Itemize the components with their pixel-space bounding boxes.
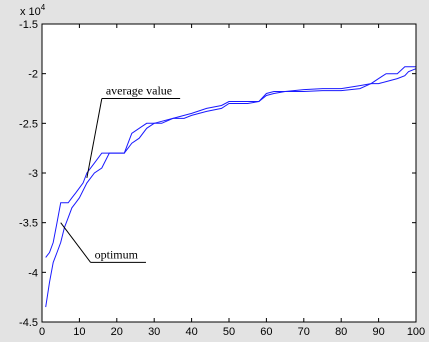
annotation-label-1: average value xyxy=(106,84,172,98)
annotation-leader-2 xyxy=(60,222,92,263)
y-scale-base: x 10 xyxy=(20,6,41,18)
series-group xyxy=(45,66,417,308)
axes-background xyxy=(42,24,416,322)
y-tick-label: -4 xyxy=(28,267,38,279)
y-tick-label: -1.5 xyxy=(19,19,38,31)
y-scale-label: x 104 xyxy=(20,3,46,18)
y-tick-label: -3 xyxy=(28,168,38,180)
x-tick-label: 30 xyxy=(148,326,160,338)
annotation-label-2: optimum xyxy=(95,247,139,261)
x-tick-label: 0 xyxy=(39,326,45,338)
x-tick-label: 80 xyxy=(335,326,347,338)
x-tick-label: 90 xyxy=(372,326,384,338)
x-tick-label: 100 xyxy=(407,326,425,338)
x-tick-label: 20 xyxy=(111,326,123,338)
annotation-group: average value optimum xyxy=(60,84,181,263)
series-line-2 xyxy=(45,68,417,308)
x-tick-label: 60 xyxy=(260,326,272,338)
x-tick-label: 40 xyxy=(185,326,197,338)
y-tick-label: -4.5 xyxy=(19,317,38,329)
y-tick-label: -2 xyxy=(28,69,38,81)
y-ticks: -1.5 -2 -2.5 -3 -3.5 -4 -4.5 xyxy=(19,19,416,329)
y-tick-label: -2.5 xyxy=(19,118,38,130)
series-line-1 xyxy=(45,66,416,258)
x-tick-label: 10 xyxy=(73,326,85,338)
y-scale-exponent: 4 xyxy=(41,3,46,12)
annotation-leader-1 xyxy=(86,98,103,179)
y-tick-label: -3.5 xyxy=(19,218,38,230)
x-ticks: 0 10 20 30 40 50 60 70 80 90 100 xyxy=(39,24,425,338)
x-tick-label: 50 xyxy=(223,326,235,338)
x-tick-label: 70 xyxy=(298,326,310,338)
